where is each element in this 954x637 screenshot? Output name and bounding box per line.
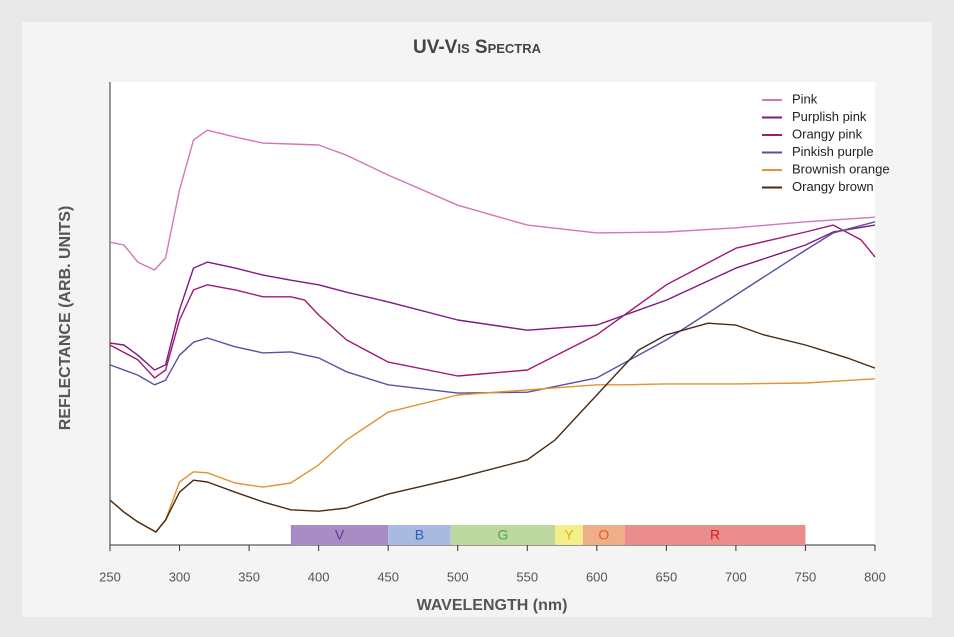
spectrum-band bbox=[555, 525, 583, 545]
spectrum-band bbox=[624, 525, 806, 545]
x-tick-label: 250 bbox=[99, 569, 121, 584]
series-line bbox=[109, 322, 876, 533]
legend-label: Orangy brown bbox=[792, 179, 874, 194]
x-tick-label: 450 bbox=[377, 569, 399, 584]
x-tick-label: 300 bbox=[169, 569, 191, 584]
x-tick-label: 400 bbox=[308, 569, 330, 584]
spectrum-band bbox=[582, 525, 625, 545]
legend-label: Purplish pink bbox=[792, 109, 867, 124]
legend-label: Brownish orange bbox=[792, 161, 890, 176]
spectrum-band-label: R bbox=[710, 527, 720, 543]
spectrum-band-label: B bbox=[415, 527, 424, 543]
spectrum-band bbox=[450, 525, 556, 545]
series-line bbox=[109, 221, 876, 394]
x-tick-label: 550 bbox=[516, 569, 538, 584]
plot-area bbox=[110, 82, 875, 545]
y-axis-label: REFLECTANCE (ARB. UNITS) bbox=[57, 206, 74, 431]
series-line bbox=[109, 224, 876, 371]
x-tick-label: 700 bbox=[725, 569, 747, 584]
x-axis-label: WAVELENGTH (nm) bbox=[417, 597, 568, 614]
x-tick-label: 800 bbox=[864, 569, 886, 584]
x-tick-label: 750 bbox=[795, 569, 817, 584]
series-line bbox=[109, 224, 876, 379]
spectrum-band-label: G bbox=[497, 527, 508, 543]
legend-label: Pink bbox=[792, 91, 818, 106]
chart-title: UV-Vis Spectra bbox=[413, 37, 542, 58]
spectrum-band-label: V bbox=[335, 527, 345, 543]
x-tick-label: 500 bbox=[447, 569, 469, 584]
spectrum-band-label: Y bbox=[564, 527, 574, 543]
x-tick-label: 350 bbox=[238, 569, 260, 584]
legend-label: Pinkish purple bbox=[792, 144, 874, 159]
spectrum-band bbox=[388, 525, 451, 545]
spectrum-band-label: O bbox=[598, 527, 609, 543]
x-tick-label: 650 bbox=[656, 569, 678, 584]
spectrum-band bbox=[290, 525, 389, 545]
series-line bbox=[109, 129, 876, 271]
x-tick-label: 600 bbox=[586, 569, 608, 584]
legend-label: Orangy pink bbox=[792, 126, 863, 141]
